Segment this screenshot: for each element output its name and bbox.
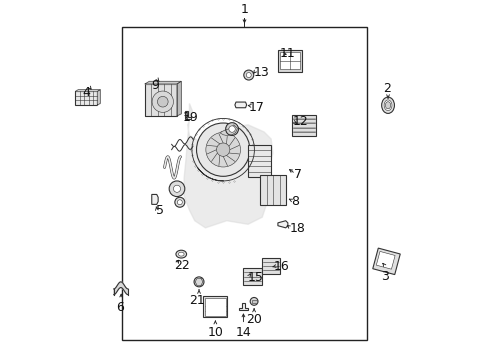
Bar (372, 248, 400, 275)
Text: 6: 6 (116, 301, 124, 314)
Circle shape (173, 185, 180, 192)
Ellipse shape (381, 97, 394, 113)
Circle shape (177, 200, 182, 205)
Ellipse shape (385, 102, 390, 109)
Circle shape (175, 197, 184, 207)
Text: 11: 11 (280, 47, 295, 60)
Circle shape (246, 73, 251, 77)
Text: 15: 15 (247, 271, 263, 284)
Circle shape (194, 277, 203, 287)
Circle shape (216, 143, 229, 156)
Ellipse shape (178, 252, 183, 256)
Bar (145, 84, 177, 116)
Polygon shape (277, 221, 287, 228)
Polygon shape (219, 125, 237, 135)
Bar (260, 175, 285, 205)
Bar (262, 258, 280, 274)
Text: 16: 16 (273, 260, 289, 274)
Bar (243, 267, 262, 285)
Text: 20: 20 (245, 313, 262, 326)
Polygon shape (184, 111, 191, 119)
Text: 12: 12 (292, 116, 308, 129)
Text: 18: 18 (289, 222, 305, 235)
Text: 2: 2 (382, 82, 390, 95)
Polygon shape (234, 102, 246, 108)
Bar (280, 52, 299, 69)
Text: 9: 9 (151, 78, 159, 91)
Circle shape (225, 123, 238, 135)
Bar (248, 145, 271, 177)
Text: 3: 3 (380, 270, 388, 283)
Bar (203, 296, 227, 318)
Bar (291, 115, 316, 136)
Polygon shape (239, 303, 247, 310)
Text: 10: 10 (207, 325, 223, 338)
Polygon shape (145, 81, 181, 84)
Polygon shape (183, 103, 272, 228)
Ellipse shape (384, 100, 391, 111)
Text: 19: 19 (183, 111, 198, 124)
Polygon shape (75, 90, 100, 91)
Text: 22: 22 (174, 258, 189, 272)
Text: 7: 7 (294, 168, 302, 181)
Circle shape (228, 126, 235, 132)
Text: 8: 8 (290, 195, 298, 208)
Circle shape (205, 132, 240, 167)
Bar (376, 251, 394, 269)
Text: 21: 21 (188, 293, 204, 307)
Circle shape (244, 70, 253, 80)
Circle shape (169, 181, 184, 197)
Bar (122, 27, 366, 340)
Text: 5: 5 (156, 203, 164, 217)
Bar (277, 50, 302, 72)
Polygon shape (151, 194, 158, 204)
Text: 13: 13 (253, 66, 269, 79)
Text: 17: 17 (248, 100, 264, 113)
Polygon shape (97, 90, 100, 105)
Circle shape (196, 123, 249, 176)
Ellipse shape (176, 250, 186, 258)
Text: 4: 4 (82, 86, 90, 99)
Circle shape (250, 297, 258, 305)
Circle shape (157, 96, 168, 107)
Bar (251, 300, 256, 303)
Text: 14: 14 (235, 325, 251, 338)
Bar (204, 298, 225, 316)
Bar (75, 91, 97, 105)
Polygon shape (114, 282, 128, 294)
Polygon shape (177, 81, 181, 116)
Circle shape (152, 91, 173, 112)
Text: 1: 1 (240, 4, 248, 17)
